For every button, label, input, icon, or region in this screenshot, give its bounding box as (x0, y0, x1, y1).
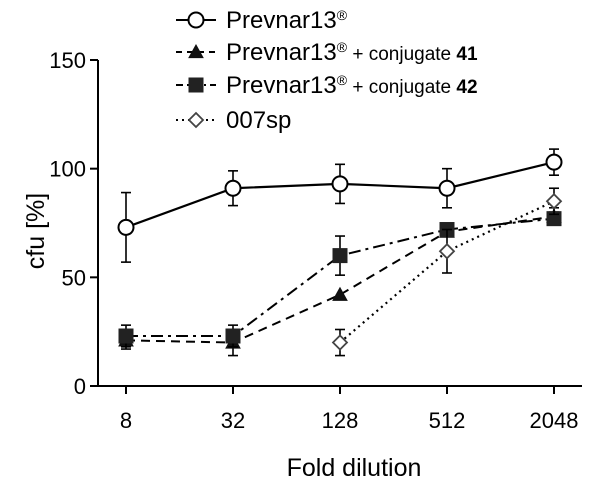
y-tick-label: 150 (49, 48, 86, 73)
legend-item-prevnar13-conjugate-41: Prevnar13® + conjugate 41 (176, 39, 478, 66)
x-tick-label: 2048 (530, 408, 579, 433)
legend-item-007sp: 007sp (176, 107, 291, 134)
legend-label: Prevnar13® (226, 7, 348, 34)
legend-label: Prevnar13® + conjugate 42 (226, 72, 478, 99)
series-line-prevnar13-conjugate-42 (126, 217, 555, 338)
x-axis-title: Fold dilution (287, 454, 422, 482)
axis-labels: Fold dilution cfu [%] (22, 193, 421, 482)
data-point (545, 192, 563, 210)
y-axis-title: cfu [%] (22, 193, 50, 269)
x-tick-label: 128 (322, 408, 359, 433)
data-point (118, 328, 134, 344)
legend-marker (188, 43, 204, 59)
series-prevnar13-conjugate-42 (118, 211, 562, 348)
legend-item-prevnar13: Prevnar13® (176, 7, 348, 34)
y-tick-label: 0 (74, 374, 86, 399)
data-point (332, 286, 348, 301)
axes: 0 50 100 150 8 32 128 512 2048 (49, 48, 582, 433)
data-point (224, 179, 242, 197)
y-tick-label: 50 (62, 265, 86, 290)
legend-label: Prevnar13® + conjugate 41 (226, 39, 478, 66)
legend: Prevnar13® Prevnar13® + conjugate 41 Prevn… (176, 7, 478, 134)
series-prevnar13 (117, 148, 563, 263)
series-layer (117, 148, 563, 357)
x-tick-label: 512 (429, 408, 466, 433)
data-point (438, 179, 456, 197)
y-tick-label: 100 (49, 157, 86, 182)
data-point (438, 242, 456, 260)
data-point (332, 248, 348, 264)
data-point (331, 334, 349, 351)
data-point (117, 218, 135, 236)
data-point (331, 175, 349, 193)
legend-marker (188, 77, 204, 93)
legend-marker (187, 111, 205, 129)
legend-label: 007sp (226, 107, 291, 134)
legend-item-prevnar13-conjugate-42: Prevnar13® + conjugate 42 (176, 72, 478, 99)
data-point (545, 153, 563, 171)
data-point (225, 328, 241, 344)
series-007sp (331, 187, 563, 357)
x-tick-label: 8 (120, 408, 132, 433)
legend-marker (187, 11, 205, 29)
x-tick-label: 32 (221, 408, 245, 433)
